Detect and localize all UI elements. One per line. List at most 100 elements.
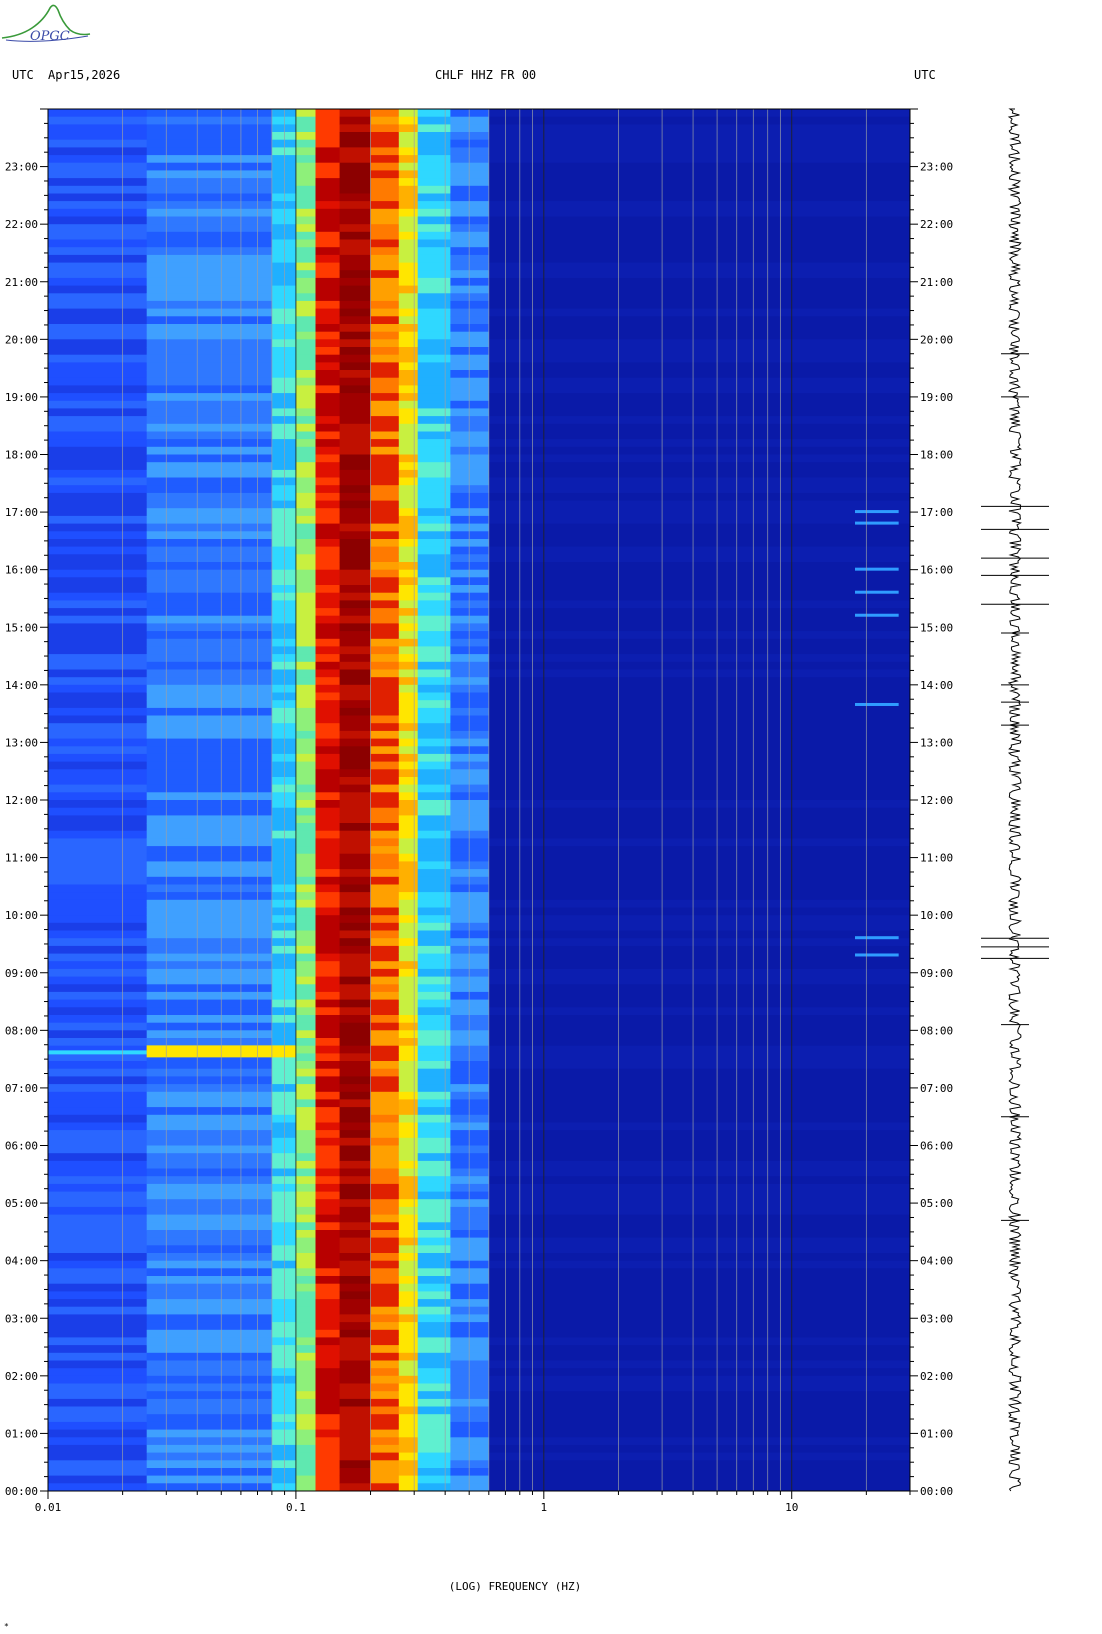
heatmap-cell — [398, 377, 419, 386]
heatmap-cell — [370, 393, 400, 402]
heatmap-cell — [488, 1429, 911, 1438]
heatmap-cell — [450, 1299, 490, 1308]
heatmap-cell — [370, 515, 400, 524]
heatmap-cell — [370, 546, 400, 555]
heatmap-cell — [398, 208, 419, 217]
heatmap-cell — [315, 485, 340, 494]
heatmap-cell — [48, 408, 148, 417]
heatmap-cell — [146, 1483, 273, 1492]
heatmap-cell — [271, 1068, 297, 1077]
heatmap-cell — [271, 408, 297, 417]
heatmap-cell — [398, 1406, 419, 1415]
heatmap-cell — [339, 792, 372, 801]
heatmap-cell — [315, 692, 340, 701]
heatmap-cell — [315, 400, 340, 409]
heatmap-cell — [295, 539, 316, 548]
heatmap-cell — [146, 1414, 273, 1423]
heatmap-cell — [450, 592, 490, 601]
heatmap-cell — [271, 1414, 297, 1423]
heatmap-cell — [450, 715, 490, 724]
heatmap-cell — [417, 953, 451, 962]
heatmap-cell — [450, 1444, 490, 1453]
heatmap-cell — [398, 155, 419, 164]
heatmap-cell — [295, 585, 316, 594]
heatmap-cell — [488, 362, 911, 371]
heatmap-cell — [370, 746, 400, 755]
heatmap-cell — [315, 469, 340, 478]
logo-text: OPGC — [30, 29, 70, 44]
heatmap-cell — [398, 1299, 419, 1308]
heatmap-cell — [417, 592, 451, 601]
heatmap-cell — [398, 546, 419, 555]
heatmap-cell — [450, 546, 490, 555]
heatmap-cell — [295, 976, 316, 985]
heatmap-cell — [417, 1368, 451, 1377]
heatmap-cell — [48, 1045, 148, 1054]
heatmap-cell — [417, 400, 451, 409]
heatmap-cell — [146, 139, 273, 148]
heatmap-cell — [48, 1191, 148, 1200]
heatmap-cell — [315, 569, 340, 578]
heatmap-cell — [339, 316, 372, 325]
heatmap-cell — [48, 1007, 148, 1016]
heatmap-cell — [48, 938, 148, 947]
heatmap-cell — [146, 370, 273, 379]
heatmap-cell — [417, 1314, 451, 1323]
heatmap-cell — [488, 976, 911, 985]
heatmap-cell — [315, 700, 340, 709]
heatmap-cell — [450, 1406, 490, 1415]
heatmap-cell — [295, 1299, 316, 1308]
heatmap-cell — [417, 193, 451, 202]
heatmap-cell — [488, 1460, 911, 1469]
heatmap-cell — [370, 1053, 400, 1062]
heatmap-cell — [488, 224, 911, 233]
heatmap-cell — [398, 124, 419, 133]
heatmap-cell — [271, 1107, 297, 1116]
heatmap-cell — [450, 492, 490, 501]
heatmap-cell — [450, 738, 490, 747]
heatmap-cell — [271, 884, 297, 893]
heatmap-cell — [450, 139, 490, 148]
seismogram-line — [1007, 108, 1023, 1492]
heatmap-cell — [398, 800, 419, 809]
heatmap-cell — [48, 400, 148, 409]
heatmap-cell — [146, 492, 273, 501]
heatmap-cell — [450, 477, 490, 486]
heatmap-cell — [398, 1022, 419, 1031]
heatmap-cell — [146, 1383, 273, 1392]
heatmap-cell — [146, 408, 273, 417]
heatmap-cell — [295, 608, 316, 617]
heatmap-cell — [146, 1421, 273, 1430]
heatmap-cell — [450, 792, 490, 801]
heatmap-cell — [370, 930, 400, 939]
heatmap-cell — [315, 1214, 340, 1223]
y-tick-label: 05:00 — [5, 1197, 38, 1210]
heatmap-cell — [295, 231, 316, 240]
heatmap-cell — [146, 569, 273, 578]
heatmap-cell — [271, 400, 297, 409]
heatmap-cell — [417, 1168, 451, 1177]
heatmap-cell — [271, 1475, 297, 1484]
heatmap-cell — [398, 707, 419, 716]
heatmap-cell — [295, 1460, 316, 1469]
heatmap-cell — [398, 608, 419, 617]
heatmap-cell — [48, 792, 148, 801]
heatmap-cell — [271, 1268, 297, 1277]
heatmap-cell — [48, 1130, 148, 1139]
heatmap-cell — [295, 508, 316, 517]
y-tick-label: 19:00 — [5, 391, 38, 404]
y-tick-label: 00:00 — [5, 1485, 38, 1498]
heatmap-cell — [398, 700, 419, 709]
heatmap-cell — [398, 945, 419, 954]
heatmap-cell — [295, 531, 316, 540]
heatmap-cell — [315, 884, 340, 893]
heatmap-cell — [295, 769, 316, 778]
heatmap-cell — [450, 370, 490, 379]
heatmap-cell — [398, 1337, 419, 1346]
heatmap-cell — [146, 147, 273, 156]
heatmap-cell — [450, 247, 490, 256]
heatmap-cell — [417, 216, 451, 225]
heatmap-cell — [146, 1360, 273, 1369]
heatmap-cell — [370, 1314, 400, 1323]
heatmap-cell — [417, 1068, 451, 1077]
